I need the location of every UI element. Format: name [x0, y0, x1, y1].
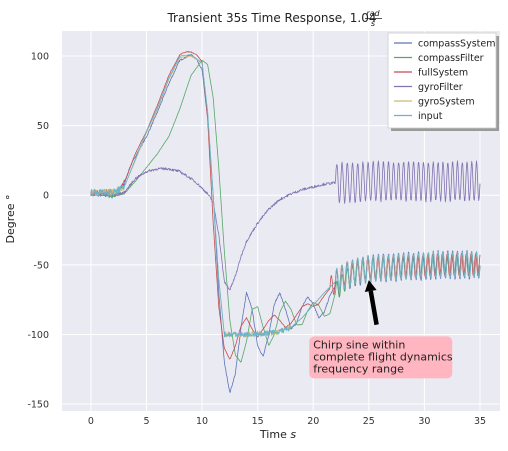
y-tick-label: -50: [33, 260, 49, 271]
series-line-gyroFilter: [90, 160, 481, 291]
x-axis-label-text: Time: [259, 428, 290, 441]
legend-label-compassSystem: compassSystem: [418, 39, 495, 50]
x-tick-label: 35: [474, 416, 486, 427]
title-fraction-denominator: s: [371, 19, 375, 28]
x-tick-label: 25: [363, 416, 375, 427]
legend-label-compassFilter: compassFilter: [418, 53, 484, 64]
x-tick-label: 15: [252, 416, 264, 427]
chart-title-text: Transient 35s Time Response, 1.04: [166, 11, 376, 25]
y-tick-label: -150: [27, 400, 49, 411]
legend-label-input: input: [418, 111, 443, 122]
y-tick-label: 50: [37, 121, 49, 132]
legend-label-fullSystem: fullSystem: [418, 68, 468, 79]
legend: compassSystem compassFilter fullSystem gyro…: [387, 32, 499, 131]
title-fraction: rad s: [365, 9, 382, 28]
x-tick-label: 10: [196, 416, 208, 427]
y-tick-label: 100: [31, 52, 49, 63]
x-tick-label: 20: [307, 416, 319, 427]
legend-label-gyroSystem: gyroSystem: [418, 97, 475, 108]
y-axis-label: Degree °: [4, 194, 17, 243]
annotation-box: [309, 336, 453, 379]
annotation-arrow-head: [364, 280, 377, 293]
x-tick-label: 30: [418, 416, 430, 427]
legend-box: [387, 32, 497, 129]
annotation-arrow-shaft: [368, 290, 379, 326]
title-fraction-numerator: rad: [366, 9, 380, 18]
x-tick-label: 5: [143, 416, 149, 427]
legend-label-gyroFilter: gyroFilter: [418, 82, 463, 93]
y-tick-label: 0: [43, 191, 49, 202]
y-tick-label: -100: [27, 330, 49, 341]
x-tick-label: 0: [88, 416, 94, 427]
annotation-text-line: Chirp sine within: [313, 338, 405, 351]
series-line-input: [90, 54, 481, 338]
x-axis-label-unit: s: [290, 428, 296, 441]
annotation-text-line: complete flight dynamics: [313, 350, 453, 363]
chart-title: Transient 35s Time Response, 1.04: [166, 11, 376, 25]
x-axis-label: Time s: [259, 428, 296, 441]
annotation-text-line: frequency range: [313, 362, 404, 375]
